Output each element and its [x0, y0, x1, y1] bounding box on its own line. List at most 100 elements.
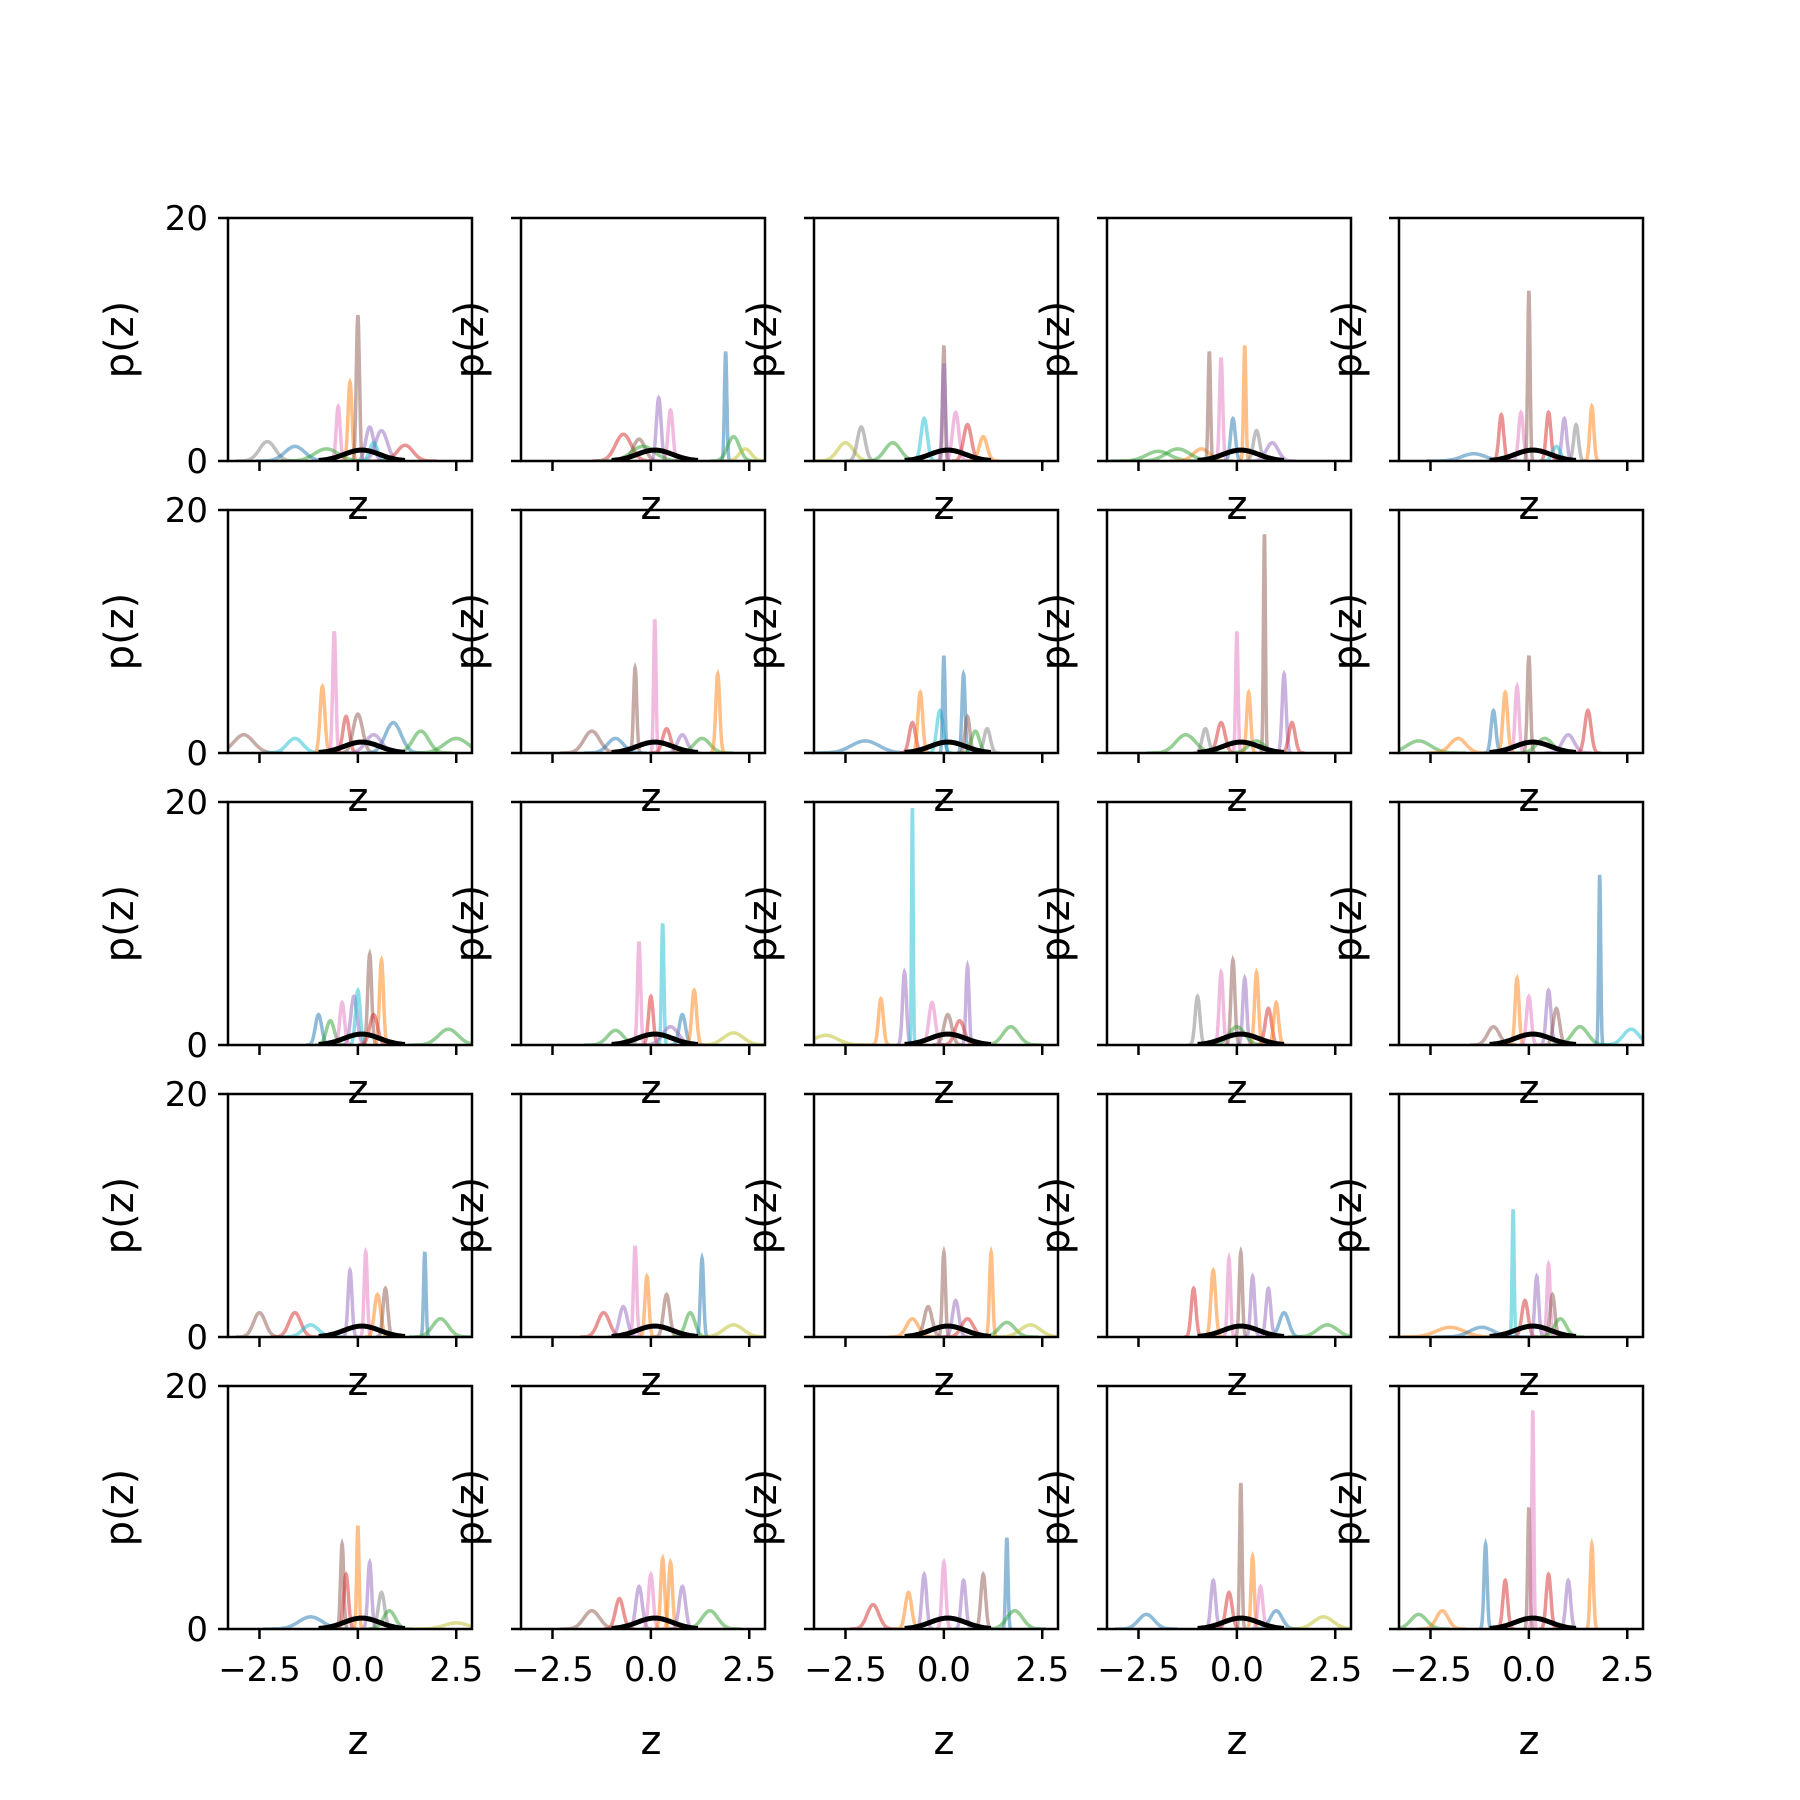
density-curve — [648, 619, 661, 753]
axes-frame — [519, 1384, 767, 1631]
plot-area — [888, 1245, 1058, 1337]
density-curve — [1523, 1507, 1535, 1629]
y-axis-label: p(z) — [1325, 593, 1371, 671]
density-curve — [943, 409, 969, 461]
prior-curve — [1197, 1031, 1285, 1045]
x-tick-label: −2.5 — [218, 1650, 301, 1690]
axes-frame — [812, 216, 1060, 463]
axes-frame — [226, 216, 474, 463]
x-axis-label: z — [641, 1067, 662, 1113]
prior-curve — [611, 1323, 699, 1337]
prior-curve — [904, 1615, 992, 1629]
density-curve — [1527, 1410, 1538, 1629]
prior-curve — [611, 1031, 699, 1045]
density-curve — [1203, 351, 1216, 461]
density-curve — [228, 733, 284, 753]
prior-curve — [318, 1323, 406, 1337]
y-axis-label: p(z) — [1033, 1177, 1079, 1255]
subplot-r2-c3: z p(z) — [1033, 800, 1353, 1113]
density-curve — [654, 1553, 671, 1629]
plot-area — [1399, 1410, 1599, 1629]
plot-area — [560, 619, 734, 753]
y-tick-label: 0 — [186, 1610, 208, 1650]
x-axis-label: z — [1227, 483, 1248, 529]
y-axis-label: p(z) — [740, 593, 786, 671]
x-tick-label: 2.5 — [722, 1650, 776, 1690]
subplot-r0-c1: z p(z) — [447, 216, 767, 529]
x-tick-label: 2.5 — [429, 1650, 483, 1690]
density-curve — [1507, 1209, 1519, 1337]
x-tick-label: −2.5 — [1097, 1650, 1180, 1690]
x-axis-label: z — [1519, 1067, 1540, 1113]
y-tick-label: 20 — [165, 491, 208, 531]
subplot-r1-c3: z p(z) — [1033, 508, 1353, 821]
density-curve — [352, 1525, 364, 1629]
subplot-r4-c2: −2.5 0.0 2.5 z p(z) — [740, 1384, 1069, 1764]
density-curve — [709, 668, 726, 753]
density-curve — [1222, 1251, 1236, 1337]
density-curve — [1491, 411, 1511, 461]
axes-frame — [519, 1092, 767, 1339]
x-tick-label: 0.0 — [1210, 1650, 1264, 1690]
prior-curve — [1489, 447, 1577, 461]
prior-curve — [1197, 447, 1285, 461]
plot-area — [1399, 1209, 1584, 1337]
density-curve — [1426, 736, 1490, 753]
density-curve — [1231, 631, 1243, 753]
plot-area — [1110, 345, 1296, 461]
x-tick-label: −2.5 — [804, 1650, 887, 1690]
density-curve — [1239, 345, 1251, 461]
y-tick-label: 20 — [165, 199, 208, 239]
x-axis-label: z — [1519, 1718, 1540, 1764]
y-axis-label: p(z) — [740, 301, 786, 379]
y-axis-label: p(z) — [1325, 1469, 1371, 1547]
x-axis-label: z — [1519, 1359, 1540, 1405]
prior-curve — [904, 447, 992, 461]
axes-frame — [812, 800, 1060, 1047]
x-tick-label: 0.0 — [331, 1650, 385, 1690]
axes-frame — [1105, 1384, 1353, 1631]
axes-frame — [812, 1092, 1060, 1339]
density-curve — [1399, 1612, 1451, 1629]
subplot-r2-c4: z p(z) — [1325, 800, 1645, 1113]
x-axis-label: z — [641, 1718, 662, 1764]
subplot-r2-c0: 0 20 z p(z) — [97, 783, 474, 1113]
plot-area — [814, 655, 1000, 753]
density-curve — [1594, 874, 1605, 1045]
x-tick-label: 0.0 — [624, 1650, 678, 1690]
x-axis-label: z — [1519, 775, 1540, 821]
y-tick-label: 20 — [165, 1075, 208, 1115]
plot-area — [1469, 874, 1643, 1045]
plot-area — [814, 808, 1043, 1045]
axes-frame — [1397, 216, 1645, 463]
x-axis-label: z — [1519, 483, 1540, 529]
density-curve — [1279, 720, 1305, 753]
prior-curve — [611, 1615, 699, 1629]
density-curve — [694, 1031, 765, 1045]
prior-curve — [318, 1615, 406, 1629]
subplot-r3-c0: 0 20 z p(z) — [97, 1075, 474, 1405]
y-axis-label: p(z) — [1325, 885, 1371, 963]
x-axis-label: z — [348, 483, 369, 529]
density-curve — [908, 808, 917, 1045]
density-curve — [1244, 1272, 1261, 1337]
density-curve — [560, 729, 624, 753]
y-axis-label: p(z) — [1033, 593, 1079, 671]
axes-frame — [519, 216, 767, 463]
plot-area — [849, 1537, 1047, 1629]
plot-area — [235, 314, 437, 461]
density-curve — [849, 1602, 897, 1629]
y-axis-label: p(z) — [447, 301, 493, 379]
axes-frame — [1105, 216, 1353, 463]
y-axis-label: p(z) — [97, 1177, 143, 1255]
subplot-r3-c1: z p(z) — [447, 1092, 767, 1405]
y-axis-label: p(z) — [447, 1469, 493, 1547]
prior-curve — [611, 447, 699, 461]
prior-curve — [1197, 1323, 1285, 1337]
axes-frame — [1397, 1092, 1645, 1339]
subplot-r3-c2: z p(z) — [740, 1092, 1060, 1405]
y-axis-label: p(z) — [1033, 1469, 1079, 1547]
axes-frame — [812, 508, 1060, 755]
density-curve — [1214, 357, 1229, 461]
